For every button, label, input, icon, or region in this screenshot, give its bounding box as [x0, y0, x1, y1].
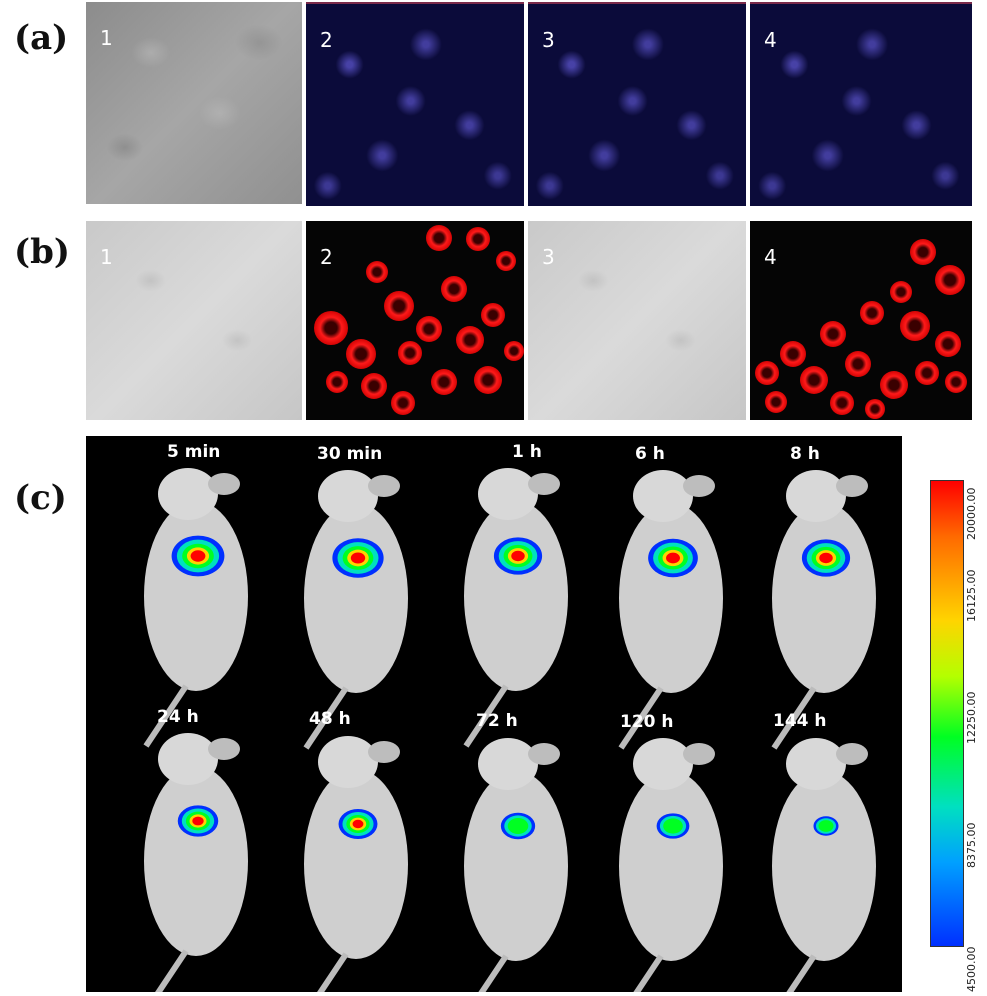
fluorescence-image-a2: 2	[306, 2, 524, 206]
colorbar-tick: 16125.00	[965, 569, 978, 623]
brightfield-image-a1: 1	[86, 2, 302, 204]
mouse-silhouettes	[143, 468, 876, 996]
fluorescent-cell	[915, 361, 939, 385]
fluorescent-cell	[900, 311, 930, 341]
time-label: 120 h	[620, 712, 674, 732]
fluorescent-cell	[384, 291, 414, 321]
fluorescent-cell	[780, 341, 806, 367]
fluorescent-cell	[800, 366, 828, 394]
image-number: 4	[764, 245, 777, 269]
mouse-image	[771, 470, 876, 750]
image-number: 2	[320, 28, 333, 52]
mouse-image	[144, 733, 248, 996]
fluorescent-cell	[765, 391, 787, 413]
mouse-image	[463, 468, 568, 748]
brightfield-image-b3: 3	[528, 221, 746, 420]
fluorescent-cell	[496, 251, 516, 271]
image-number: 4	[764, 28, 777, 52]
mouse-image	[464, 738, 568, 996]
panel-label-c: (c)	[14, 478, 67, 518]
time-label: 30 min	[317, 444, 383, 464]
mouse-image	[619, 738, 723, 996]
image-number: 3	[542, 245, 555, 269]
fluorescent-cell	[474, 366, 502, 394]
mouse-image	[303, 470, 408, 750]
time-label: 1 h	[512, 442, 542, 462]
in-vivo-imaging-panel	[86, 436, 902, 996]
fluorescent-cell	[426, 225, 452, 251]
fluorescent-cell	[935, 331, 961, 357]
fluorescent-cell	[326, 371, 348, 393]
time-label: 144 h	[773, 711, 827, 731]
fluorescent-cell	[504, 341, 524, 361]
mouse-image	[304, 736, 408, 996]
fluorescent-cell	[755, 361, 779, 385]
panel-label-a: (a)	[14, 18, 69, 58]
image-number: 1	[100, 26, 113, 50]
fluorescent-cell	[314, 311, 348, 345]
colorbar-tick: 4500.00	[965, 946, 978, 993]
colorbar-tick: 20000.00	[965, 487, 978, 541]
fluorescent-cell	[890, 281, 912, 303]
time-label: 48 h	[309, 709, 351, 729]
fluorescent-cell	[945, 371, 967, 393]
fluorescent-cell	[910, 239, 936, 265]
fluorescence-image-b2: 2	[306, 221, 524, 420]
fluorescent-cell	[865, 399, 885, 419]
time-label: 24 h	[157, 707, 199, 727]
fluorescent-cell	[346, 339, 376, 369]
fluorescent-cell	[935, 265, 965, 295]
fluorescent-cell	[466, 227, 490, 251]
mouse-image	[618, 470, 723, 750]
fluorescent-cell	[361, 373, 387, 399]
time-label: 72 h	[476, 711, 518, 731]
fluorescent-cell	[830, 391, 854, 415]
mouse-image	[772, 738, 876, 996]
fluorescence-image-a3: 3	[528, 2, 746, 206]
fluorescent-cell	[398, 341, 422, 365]
fluorescent-cell	[431, 369, 457, 395]
fluorescence-image-a4: 4	[750, 2, 972, 206]
fluorescent-cell	[880, 371, 908, 399]
fluorescent-cell	[481, 303, 505, 327]
mouse-image	[143, 468, 248, 748]
fluorescent-cell	[845, 351, 871, 377]
image-number: 2	[320, 245, 333, 269]
fluorescent-cell	[820, 321, 846, 347]
fluorescent-cell	[441, 276, 467, 302]
time-label: 5 min	[167, 442, 221, 462]
time-label: 6 h	[635, 444, 665, 464]
fluorescent-cell	[416, 316, 442, 342]
fluorescent-cell	[366, 261, 388, 283]
colorbar-tick: 12250.00	[965, 691, 978, 745]
fluorescent-cell	[391, 391, 415, 415]
intensity-colorbar	[930, 480, 964, 947]
fluorescent-cell	[860, 301, 884, 325]
colorbar-tick: 8375.00	[965, 822, 978, 869]
panel-label-b: (b)	[14, 232, 70, 272]
brightfield-image-b1: 1	[86, 221, 302, 420]
fluorescence-image-b4: 4	[750, 221, 972, 420]
time-label: 8 h	[790, 444, 820, 464]
image-number: 1	[100, 245, 113, 269]
fluorescent-cell	[456, 326, 484, 354]
image-number: 3	[542, 28, 555, 52]
